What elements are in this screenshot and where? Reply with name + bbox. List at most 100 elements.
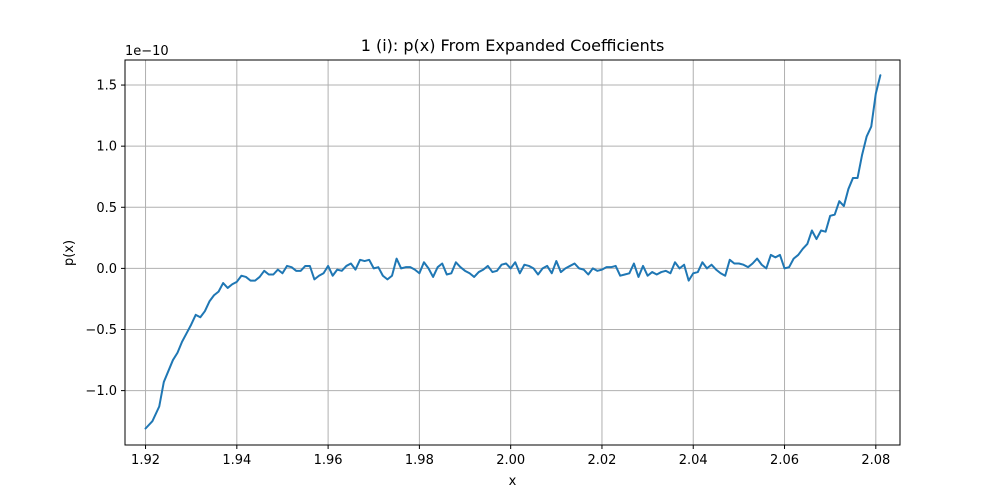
data-point [806,243,808,245]
data-point [199,316,201,318]
data-point [409,266,411,268]
x-tick-label: 1.94 [222,453,251,468]
data-point [163,381,165,383]
data-point [222,282,224,284]
data-point [249,280,252,282]
data-point [532,267,535,269]
data-point [847,188,850,190]
data-point [564,267,567,269]
data-point [405,266,407,268]
data-point [706,267,708,269]
data-point [172,359,174,361]
data-point [578,267,580,269]
data-point [715,269,717,271]
data-point [733,262,735,265]
data-point [482,269,484,271]
data-point [660,271,662,273]
data-point [770,254,772,256]
data-point [861,154,863,156]
data-point [596,270,598,272]
data-point [386,278,389,280]
data-point [423,261,425,263]
y-offset-label: 1e−10 [125,44,169,59]
y-tick-label: 0.0 [96,262,117,277]
data-point [491,271,494,273]
plot-frame [124,59,901,446]
data-point [459,266,462,268]
data-point [834,214,836,216]
data-point [236,281,238,283]
data-point [300,270,302,272]
y-tick-label: 1.0 [96,140,117,155]
x-tick-label: 2.06 [770,453,799,468]
data-point [469,272,471,274]
data-point [765,267,767,269]
data-point [815,238,818,240]
data-point [738,262,740,265]
data-point [729,259,731,261]
data-point [852,177,854,179]
data-point [418,272,420,274]
data-point [373,267,375,269]
data-point [441,262,443,265]
data-point [290,266,293,268]
data-point [245,276,247,278]
data-point [560,271,562,273]
data-point [838,200,840,202]
data-point [692,272,694,274]
data-point [802,248,804,250]
data-point [272,273,274,276]
data-point [642,265,644,267]
data-point [377,266,379,268]
data-point [309,265,311,267]
data-point [546,265,548,267]
data-point [450,272,452,274]
x-tick-label: 2.00 [496,453,525,468]
data-point [464,270,466,272]
x-axis: 1.92 1.94 1.96 1.98 2.00 2.02 2.04 2.06 2.08 [131,445,890,468]
data-point [395,258,398,260]
data-point [364,260,366,262]
data-point [637,276,640,278]
data-point [528,265,530,267]
data-point [151,420,153,422]
data-point [820,229,822,232]
data-point [523,264,525,266]
y-axis: −1.0 −0.5 0.0 0.5 1.0 1.5 [85,79,125,399]
data-point [263,270,265,272]
data-point [551,272,553,274]
data-point [313,278,316,280]
data-point [825,231,827,233]
data-point [879,74,881,76]
x-axis-label: x [509,474,517,489]
data-point [478,271,480,273]
data-point [231,283,233,285]
data-point [332,275,334,277]
data-point [268,273,270,276]
data-point [683,264,685,266]
data-point [720,272,722,274]
data-point [724,275,726,277]
data-point [318,275,320,277]
data-point [587,273,589,276]
data-point [619,275,621,277]
data-point [747,266,749,268]
x-tick-label: 2.02 [587,453,616,468]
data-point [176,352,179,354]
data-point [217,291,220,293]
data-point [382,275,384,277]
data-point [505,262,507,265]
data-point [400,267,402,269]
data-point [158,405,160,408]
data-point [555,260,557,262]
data-point [856,177,859,179]
data-point [432,276,434,278]
data-point [633,262,635,265]
data-point [628,272,630,274]
data-point [647,275,649,277]
data-point [624,273,626,276]
y-tick-label: 1.5 [96,79,117,94]
data-point [259,276,261,278]
